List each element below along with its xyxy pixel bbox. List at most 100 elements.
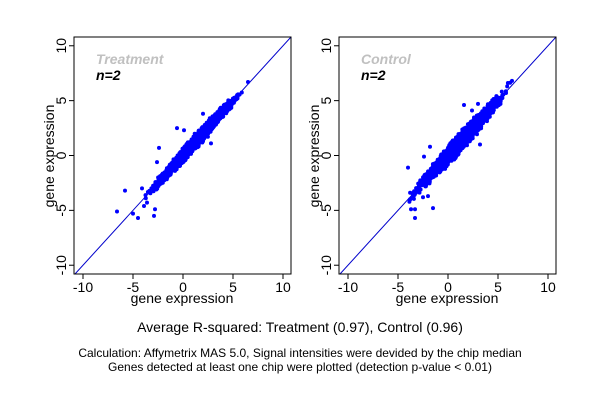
outlier-point — [409, 207, 413, 212]
outlier-point — [182, 128, 186, 133]
panel-n-annotation: n=2 — [361, 67, 386, 83]
x-tick-label: -5 — [392, 279, 405, 295]
data-point — [472, 117, 477, 122]
panel-n-annotation: n=2 — [96, 67, 121, 83]
y-tick-label: 10 — [318, 38, 334, 54]
data-point — [196, 144, 201, 149]
data-point — [202, 132, 207, 137]
data-point — [154, 181, 159, 186]
outlier-point — [145, 200, 149, 205]
data-point — [492, 98, 497, 103]
data-point — [155, 186, 160, 191]
data-point — [164, 169, 169, 174]
panel-title: Treatment — [96, 51, 165, 67]
data-point — [482, 111, 487, 116]
x-tick-label: 10 — [275, 279, 291, 295]
treatment-panel: Treatment n=2 gene expression gene expre… — [41, 36, 292, 306]
data-point — [469, 125, 474, 130]
data-point — [485, 107, 490, 112]
data-point — [191, 141, 196, 146]
data-point — [211, 123, 216, 128]
data-point — [436, 160, 441, 165]
outlier-point — [175, 126, 179, 131]
x-tick-label: 5 — [494, 279, 502, 295]
outlier-point — [131, 211, 135, 216]
outlier-point — [406, 165, 410, 170]
data-point — [468, 133, 472, 138]
data-point — [217, 107, 222, 111]
data-point — [472, 127, 477, 132]
outlier-point — [413, 207, 417, 212]
data-point — [412, 191, 417, 196]
data-point — [143, 193, 148, 198]
data-point — [207, 121, 212, 126]
data-point — [460, 134, 465, 139]
data-point — [419, 183, 424, 188]
data-point — [454, 147, 459, 152]
data-point — [498, 95, 503, 100]
data-point — [178, 150, 183, 155]
y-tick-label: 5 — [318, 97, 334, 105]
y-tick-label: -5 — [318, 204, 334, 217]
data-point — [143, 196, 148, 201]
data-point — [231, 100, 236, 105]
data-point — [465, 128, 470, 133]
data-point — [441, 160, 446, 165]
x-axis-label: gene expression — [131, 290, 234, 306]
data-point — [186, 140, 191, 145]
outlier-point — [413, 216, 417, 221]
data-point — [490, 105, 495, 110]
y-tick-label: -5 — [53, 204, 69, 217]
data-point — [461, 137, 466, 142]
data-point — [151, 187, 156, 192]
x-tick-label: -5 — [127, 279, 140, 295]
data-point — [201, 126, 206, 131]
y-tick-label: 5 — [53, 97, 69, 105]
data-point — [160, 180, 165, 185]
outlier-point — [426, 194, 430, 199]
x-tick-label: -10 — [73, 279, 93, 295]
data-point — [499, 89, 504, 94]
data-point — [205, 130, 210, 135]
data-point — [505, 81, 510, 85]
outlier-point — [510, 78, 514, 83]
control-panel: Control n=2 gene expression gene express… — [306, 36, 557, 306]
data-point — [425, 180, 430, 185]
outlier-point — [142, 203, 146, 208]
data-point — [428, 174, 433, 179]
outlier-point — [115, 209, 119, 214]
outlier-point — [140, 186, 144, 191]
data-point — [491, 110, 495, 115]
outlier-point — [462, 103, 466, 108]
y-axis-label: gene expression — [41, 105, 57, 208]
data-point — [239, 90, 244, 95]
data-point — [183, 147, 188, 151]
outlier-point — [428, 144, 432, 149]
data-point — [436, 167, 441, 172]
data-point — [474, 120, 479, 125]
points-group — [115, 79, 250, 221]
y-tick-label: 0 — [53, 151, 69, 159]
data-point — [236, 92, 241, 97]
data-point — [178, 163, 182, 168]
data-point — [173, 158, 178, 163]
outlier-point — [153, 207, 157, 212]
y-tick-label: -10 — [318, 255, 334, 275]
outlier-point — [476, 101, 480, 106]
y-axis-label: gene expression — [306, 105, 322, 208]
data-point — [484, 115, 489, 120]
x-tick-label: -10 — [338, 279, 358, 295]
outlier-point — [136, 216, 140, 221]
data-point — [442, 155, 447, 160]
r-squared-summary: Average R-squared: Treatment (0.97), Con… — [137, 319, 463, 335]
data-point — [192, 131, 197, 136]
data-point — [450, 148, 455, 153]
outlier-point — [246, 79, 250, 84]
data-point — [173, 165, 178, 170]
detection-note: Genes detected at least one chip were pl… — [108, 360, 492, 374]
data-point — [456, 135, 461, 139]
data-point — [453, 142, 458, 147]
data-point — [443, 149, 448, 154]
data-point — [188, 146, 193, 151]
data-point — [466, 138, 471, 143]
